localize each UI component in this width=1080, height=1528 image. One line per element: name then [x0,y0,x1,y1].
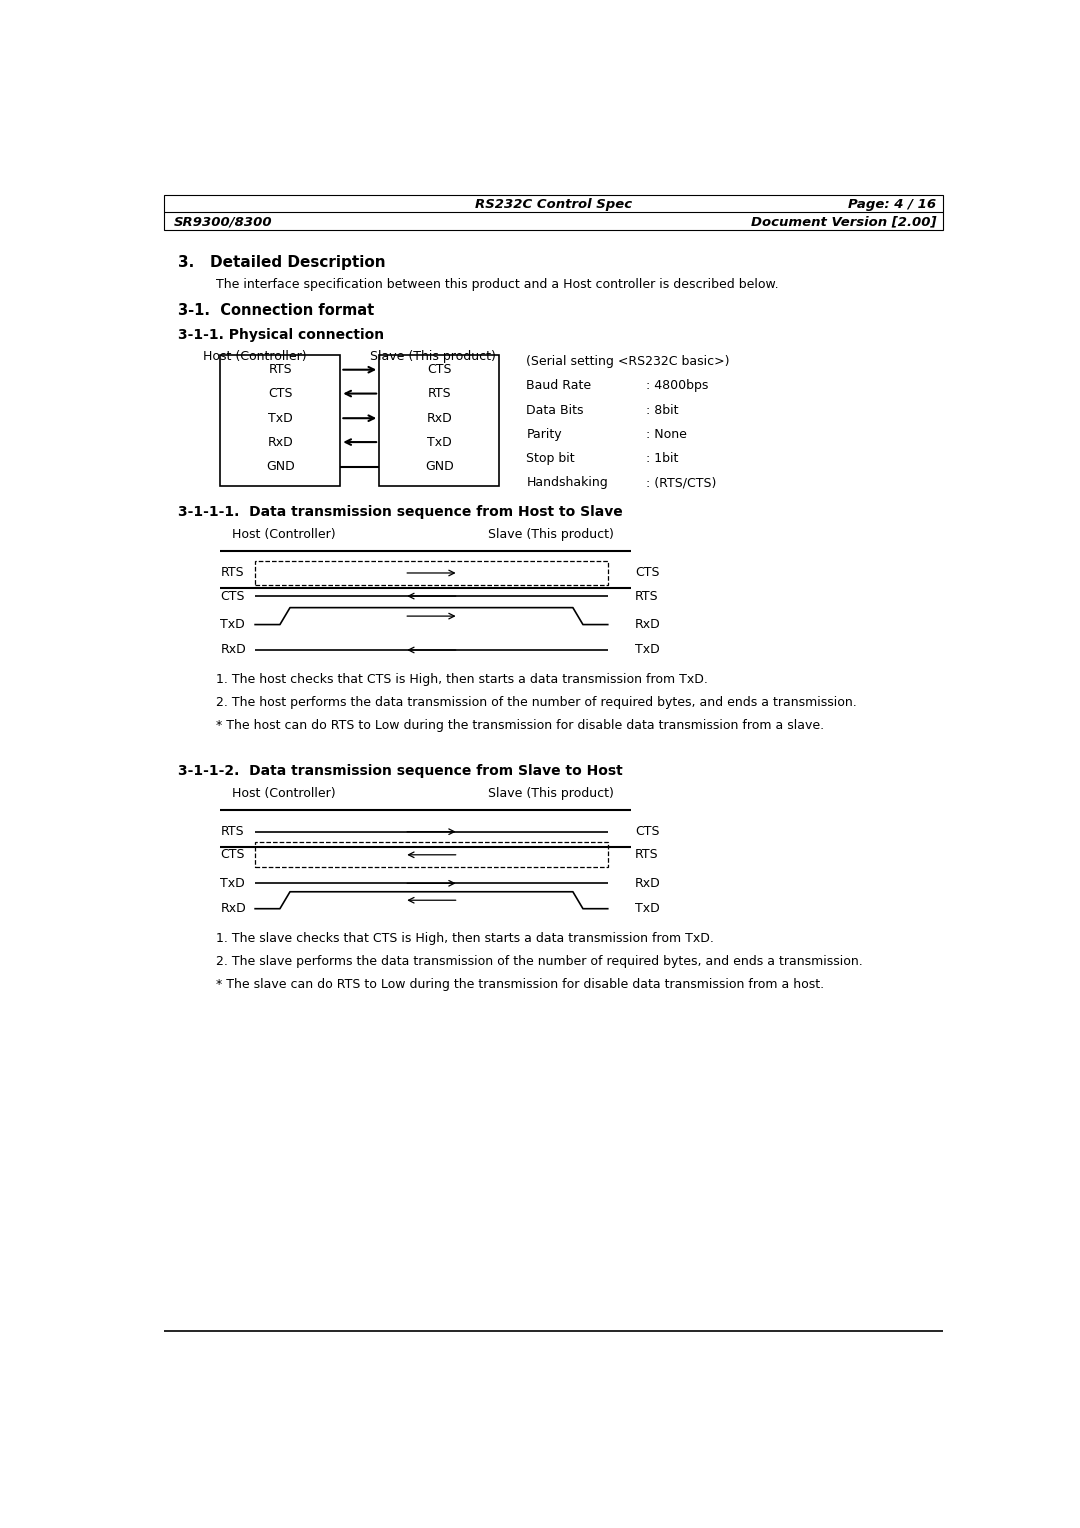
Text: 3-1-1-1.  Data transmission sequence from Host to Slave: 3-1-1-1. Data transmission sequence from… [177,506,622,520]
Text: Host (Controller): Host (Controller) [232,787,336,801]
Text: Host (Controller): Host (Controller) [203,350,307,362]
Text: : None: : None [647,428,687,442]
Text: * The slave can do RTS to Low during the transmission for disable data transmiss: * The slave can do RTS to Low during the… [216,978,824,992]
Text: RxD: RxD [220,902,246,915]
Text: 2. The host performs the data transmission of the number of required bytes, and : 2. The host performs the data transmissi… [216,697,858,709]
Text: Page: 4 / 16: Page: 4 / 16 [848,199,936,211]
Text: RTS: RTS [220,825,244,839]
Text: TxD: TxD [220,617,245,631]
Text: CTS: CTS [635,567,660,579]
Text: 1. The slave checks that CTS is High, then starts a data transmission from TxD.: 1. The slave checks that CTS is High, th… [216,932,714,944]
Text: CTS: CTS [635,825,660,839]
Text: RxD: RxD [635,877,661,889]
Text: CTS: CTS [268,387,293,400]
Text: RxD: RxD [220,643,246,657]
Text: Data Bits: Data Bits [526,403,584,417]
Text: Document Version [2.00]: Document Version [2.00] [751,215,936,228]
Text: * The host can do RTS to Low during the transmission for disable data transmissi: * The host can do RTS to Low during the … [216,720,824,732]
Text: : 4800bps: : 4800bps [647,379,708,393]
Text: CTS: CTS [427,364,451,376]
Text: Baud Rate: Baud Rate [526,379,592,393]
Text: RTS: RTS [220,567,244,579]
Text: 3-1-1-2.  Data transmission sequence from Slave to Host: 3-1-1-2. Data transmission sequence from… [177,764,622,778]
Text: TxD: TxD [635,643,660,657]
Text: 2. The slave performs the data transmission of the number of required bytes, and: 2. The slave performs the data transmiss… [216,955,863,967]
Text: RTS: RTS [635,590,659,602]
Text: Stop bit: Stop bit [526,452,575,465]
Text: TxD: TxD [635,902,660,915]
Text: 3-1-1. Physical connection: 3-1-1. Physical connection [177,329,383,342]
Text: 3-1.  Connection format: 3-1. Connection format [177,304,374,318]
Text: The interface specification between this product and a Host controller is descri: The interface specification between this… [216,278,779,290]
Text: : 1bit: : 1bit [647,452,679,465]
Text: Slave (This product): Slave (This product) [488,529,613,541]
Text: SR9300/8300: SR9300/8300 [174,215,272,228]
Text: Host (Controller): Host (Controller) [232,529,336,541]
Bar [379,354,499,486]
Bar [220,354,340,486]
Text: : (RTS/CTS): : (RTS/CTS) [647,477,717,489]
Text: Parity: Parity [526,428,562,442]
Text: CTS: CTS [220,848,245,862]
Bar [164,196,943,229]
Text: RxD: RxD [268,435,293,449]
Text: RS232C Control Spec: RS232C Control Spec [475,199,632,211]
Bar [255,561,608,585]
Text: RxD: RxD [427,411,453,425]
Text: TxD: TxD [427,435,451,449]
Text: GND: GND [266,460,295,474]
Text: RTS: RTS [269,364,292,376]
Text: TxD: TxD [220,877,245,889]
Text: 1. The host checks that CTS is High, then starts a data transmission from TxD.: 1. The host checks that CTS is High, the… [216,672,708,686]
Bar [255,842,608,866]
Text: GND: GND [424,460,454,474]
Text: RxD: RxD [635,617,661,631]
Text: : 8bit: : 8bit [647,403,679,417]
Text: Slave (This product): Slave (This product) [488,787,613,801]
Text: Slave (This product): Slave (This product) [370,350,497,362]
Text: TxD: TxD [268,411,293,425]
Text: 3.   Detailed Description: 3. Detailed Description [177,255,386,270]
Text: Handshaking: Handshaking [526,477,608,489]
Text: (Serial setting <RS232C basic>): (Serial setting <RS232C basic>) [526,354,730,368]
Text: RTS: RTS [635,848,659,862]
Text: RTS: RTS [428,387,451,400]
Text: CTS: CTS [220,590,245,602]
